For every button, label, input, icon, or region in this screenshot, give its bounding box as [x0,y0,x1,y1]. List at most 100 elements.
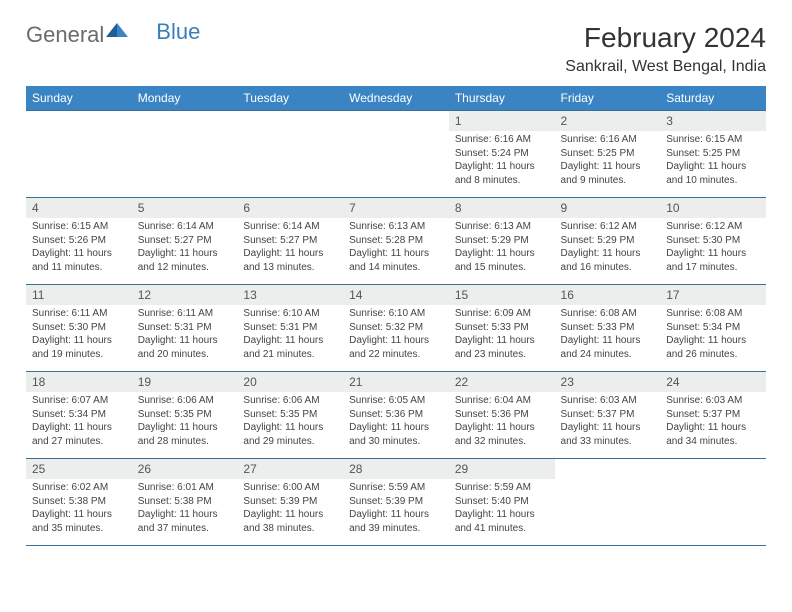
day-number: 17 [660,285,766,305]
day-details: Sunrise: 6:13 AMSunset: 5:29 PMDaylight:… [449,218,555,278]
brand-part2: Blue [156,19,200,45]
brand-part1: General [26,22,104,48]
weekday-header: Sunday [26,86,132,111]
daylight-text: Daylight: 11 hours and 30 minutes. [349,421,443,448]
daylight-text: Daylight: 11 hours and 28 minutes. [138,421,232,448]
calendar-cell: 25Sunrise: 6:02 AMSunset: 5:38 PMDayligh… [26,459,132,546]
brand-logo: General Blue [26,22,200,48]
sunset-text: Sunset: 5:29 PM [455,234,549,248]
sunset-text: Sunset: 5:38 PM [138,495,232,509]
calendar-cell: 24 Sunrise: 6:03 AMSunset: 5:37 PMDayligh… [660,372,766,459]
sunset-text: Sunset: 5:32 PM [349,321,443,335]
sunrise-text: Sunrise: 6:10 AM [243,307,337,321]
day-details: Sunrise: 6:14 AMSunset: 5:27 PMDaylight:… [132,218,238,278]
day-number: 5 [132,198,238,218]
day-details: Sunrise: 6:07 AMSunset: 5:34 PMDaylight:… [26,392,132,452]
daylight-text: Daylight: 11 hours and 29 minutes. [243,421,337,448]
location-text: Sankrail, West Bengal, India [565,58,766,76]
calendar-cell [660,459,766,546]
sunrise-text: Sunrise: 6:10 AM [349,307,443,321]
calendar-cell: 7Sunrise: 6:13 AMSunset: 5:28 PMDaylight… [343,198,449,285]
day-details: Sunrise: 6:16 AMSunset: 5:25 PMDaylight:… [555,131,661,191]
day-number: 24 [660,372,766,392]
sunset-text: Sunset: 5:37 PM [666,408,760,422]
calendar-cell: 23Sunrise: 6:03 AMSunset: 5:37 PMDayligh… [555,372,661,459]
sunrise-text: Sunrise: 6:03 AM [666,394,760,408]
day-details: Sunrise: 6:10 AMSunset: 5:31 PMDaylight:… [237,305,343,365]
day-number: 1 [449,111,555,131]
daylight-text: Daylight: 11 hours and 15 minutes. [455,247,549,274]
day-number-empty [132,111,238,131]
day-number-empty [237,111,343,131]
sunset-text: Sunset: 5:31 PM [243,321,337,335]
daylight-text: Daylight: 11 hours and 21 minutes. [243,334,337,361]
calendar-cell: 1Sunrise: 6:16 AMSunset: 5:24 PMDaylight… [449,111,555,198]
page-title: February 2024 [565,22,766,54]
sunrise-text: Sunrise: 6:04 AM [455,394,549,408]
calendar-cell: 27Sunrise: 6:00 AMSunset: 5:39 PMDayligh… [237,459,343,546]
sunrise-text: Sunrise: 6:03 AM [561,394,655,408]
day-number: 27 [237,459,343,479]
day-number: 22 [449,372,555,392]
day-details: Sunrise: 6:03 AMSunset: 5:37 PMDaylight:… [555,392,661,452]
day-number: 11 [26,285,132,305]
sunset-text: Sunset: 5:40 PM [455,495,549,509]
calendar-cell [237,111,343,198]
day-details: Sunrise: 6:15 AMSunset: 5:26 PMDaylight:… [26,218,132,278]
day-details: Sunrise: 6:11 AMSunset: 5:31 PMDaylight:… [132,305,238,365]
sunrise-text: Sunrise: 6:07 AM [32,394,126,408]
sunset-text: Sunset: 5:27 PM [243,234,337,248]
daylight-text: Daylight: 11 hours and 22 minutes. [349,334,443,361]
sunrise-text: Sunrise: 6:11 AM [32,307,126,321]
weekday-header: Wednesday [343,86,449,111]
sunset-text: Sunset: 5:28 PM [349,234,443,248]
calendar-cell [343,111,449,198]
day-details: Sunrise: 6:06 AMSunset: 5:35 PMDaylight:… [237,392,343,452]
day-details: Sunrise: 6:11 AMSunset: 5:30 PMDaylight:… [26,305,132,365]
day-number-empty [26,111,132,131]
daylight-text: Daylight: 11 hours and 34 minutes. [666,421,760,448]
day-number: 10 [660,198,766,218]
sunset-text: Sunset: 5:34 PM [666,321,760,335]
day-number: 16 [555,285,661,305]
sunrise-text: Sunrise: 5:59 AM [349,481,443,495]
calendar-cell: 17 Sunrise: 6:08 AMSunset: 5:34 PMDayligh… [660,285,766,372]
calendar-cell: 14Sunrise: 6:10 AMSunset: 5:32 PMDayligh… [343,285,449,372]
sunrise-text: Sunrise: 6:15 AM [666,133,760,147]
sunrise-text: Sunrise: 6:06 AM [243,394,337,408]
title-block: February 2024 Sankrail, West Bengal, Ind… [565,22,766,76]
day-number: 9 [555,198,661,218]
sunset-text: Sunset: 5:29 PM [561,234,655,248]
sunset-text: Sunset: 5:26 PM [32,234,126,248]
calendar-cell: 15Sunrise: 6:09 AMSunset: 5:33 PMDayligh… [449,285,555,372]
day-details: Sunrise: 6:16 AMSunset: 5:24 PMDaylight:… [449,131,555,191]
daylight-text: Daylight: 11 hours and 37 minutes. [138,508,232,535]
day-number: 2 [555,111,661,131]
day-details: Sunrise: 6:09 AMSunset: 5:33 PMDaylight:… [449,305,555,365]
weekday-header: Tuesday [237,86,343,111]
sunset-text: Sunset: 5:38 PM [32,495,126,509]
day-number: 12 [132,285,238,305]
sunset-text: Sunset: 5:36 PM [349,408,443,422]
day-number: 29 [449,459,555,479]
day-details: Sunrise: 6:12 AMSunset: 5:29 PMDaylight:… [555,218,661,278]
day-details: Sunrise: 6:08 AMSunset: 5:33 PMDaylight:… [555,305,661,365]
daylight-text: Daylight: 11 hours and 10 minutes. [666,160,760,187]
calendar-cell: 21Sunrise: 6:05 AMSunset: 5:36 PMDayligh… [343,372,449,459]
daylight-text: Daylight: 11 hours and 8 minutes. [455,160,549,187]
sunrise-text: Sunrise: 6:05 AM [349,394,443,408]
sunrise-text: Sunrise: 6:13 AM [455,220,549,234]
sunrise-text: Sunrise: 6:08 AM [666,307,760,321]
calendar-cell: 28Sunrise: 5:59 AMSunset: 5:39 PMDayligh… [343,459,449,546]
calendar-cell: 2Sunrise: 6:16 AMSunset: 5:25 PMDaylight… [555,111,661,198]
day-number: 19 [132,372,238,392]
calendar-cell: 29Sunrise: 5:59 AMSunset: 5:40 PMDayligh… [449,459,555,546]
calendar-row: 25Sunrise: 6:02 AMSunset: 5:38 PMDayligh… [26,459,766,546]
daylight-text: Daylight: 11 hours and 26 minutes. [666,334,760,361]
sunset-text: Sunset: 5:35 PM [243,408,337,422]
calendar-cell: 12Sunrise: 6:11 AMSunset: 5:31 PMDayligh… [132,285,238,372]
daylight-text: Daylight: 11 hours and 9 minutes. [561,160,655,187]
day-number: 26 [132,459,238,479]
sunrise-text: Sunrise: 6:06 AM [138,394,232,408]
sunrise-text: Sunrise: 6:14 AM [243,220,337,234]
